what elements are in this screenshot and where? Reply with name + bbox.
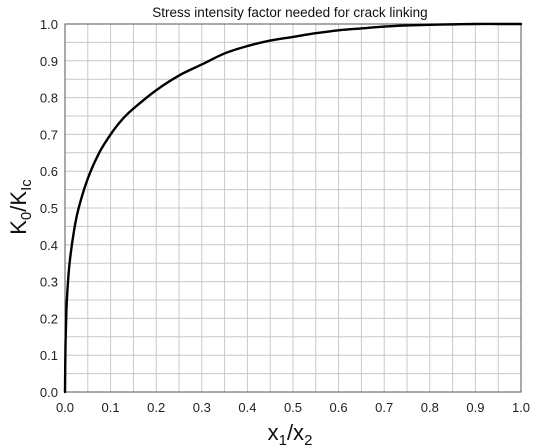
x-axis-label: x1/x2 [268, 420, 313, 447]
y-tick-label: 0.8 [40, 91, 58, 106]
y-tick-label: 0.4 [40, 238, 58, 253]
x-tick-label: 0.7 [375, 400, 393, 415]
plot-area-frame [64, 23, 522, 393]
y-tick-label: 0.5 [40, 201, 58, 216]
y-tick-label: 0.7 [40, 127, 58, 142]
x-tick-label: 0.3 [193, 400, 211, 415]
x-tick-label: 0.0 [56, 400, 74, 415]
x-tick-label: 1.0 [512, 400, 530, 415]
x-tick-label: 0.9 [466, 400, 484, 415]
x-tick-labels: 0.0 0.1 0.2 0.3 0.4 0.5 0.6 0.7 0.8 0.9 1.0 [56, 400, 530, 415]
series-line [63, 22, 523, 394]
x-tick-label: 0.5 [284, 400, 302, 415]
y-tick-label: 0.2 [40, 311, 58, 326]
x-tick-label: 0.2 [147, 400, 165, 415]
y-tick-label: 0.0 [40, 385, 58, 400]
y-tick-label: 0.3 [40, 275, 58, 290]
x-tick-label: 0.1 [102, 400, 120, 415]
x-tick-label: 0.4 [238, 400, 256, 415]
chart-title: Stress intensity factor needed for crack… [152, 5, 427, 20]
y-tick-label: 1.0 [40, 17, 58, 32]
y-tick-label: 0.9 [40, 54, 58, 69]
grid [65, 24, 521, 392]
y-tick-labels: 0.0 0.1 0.2 0.3 0.4 0.5 0.6 0.7 0.8 0.9 1.0 [40, 17, 58, 400]
x-tick-label: 0.6 [330, 400, 348, 415]
x-tick-label: 0.8 [421, 400, 439, 415]
y-tick-label: 0.6 [40, 164, 58, 179]
y-axis-label: K0/KIc [6, 179, 35, 235]
y-tick-label: 0.1 [40, 348, 58, 363]
